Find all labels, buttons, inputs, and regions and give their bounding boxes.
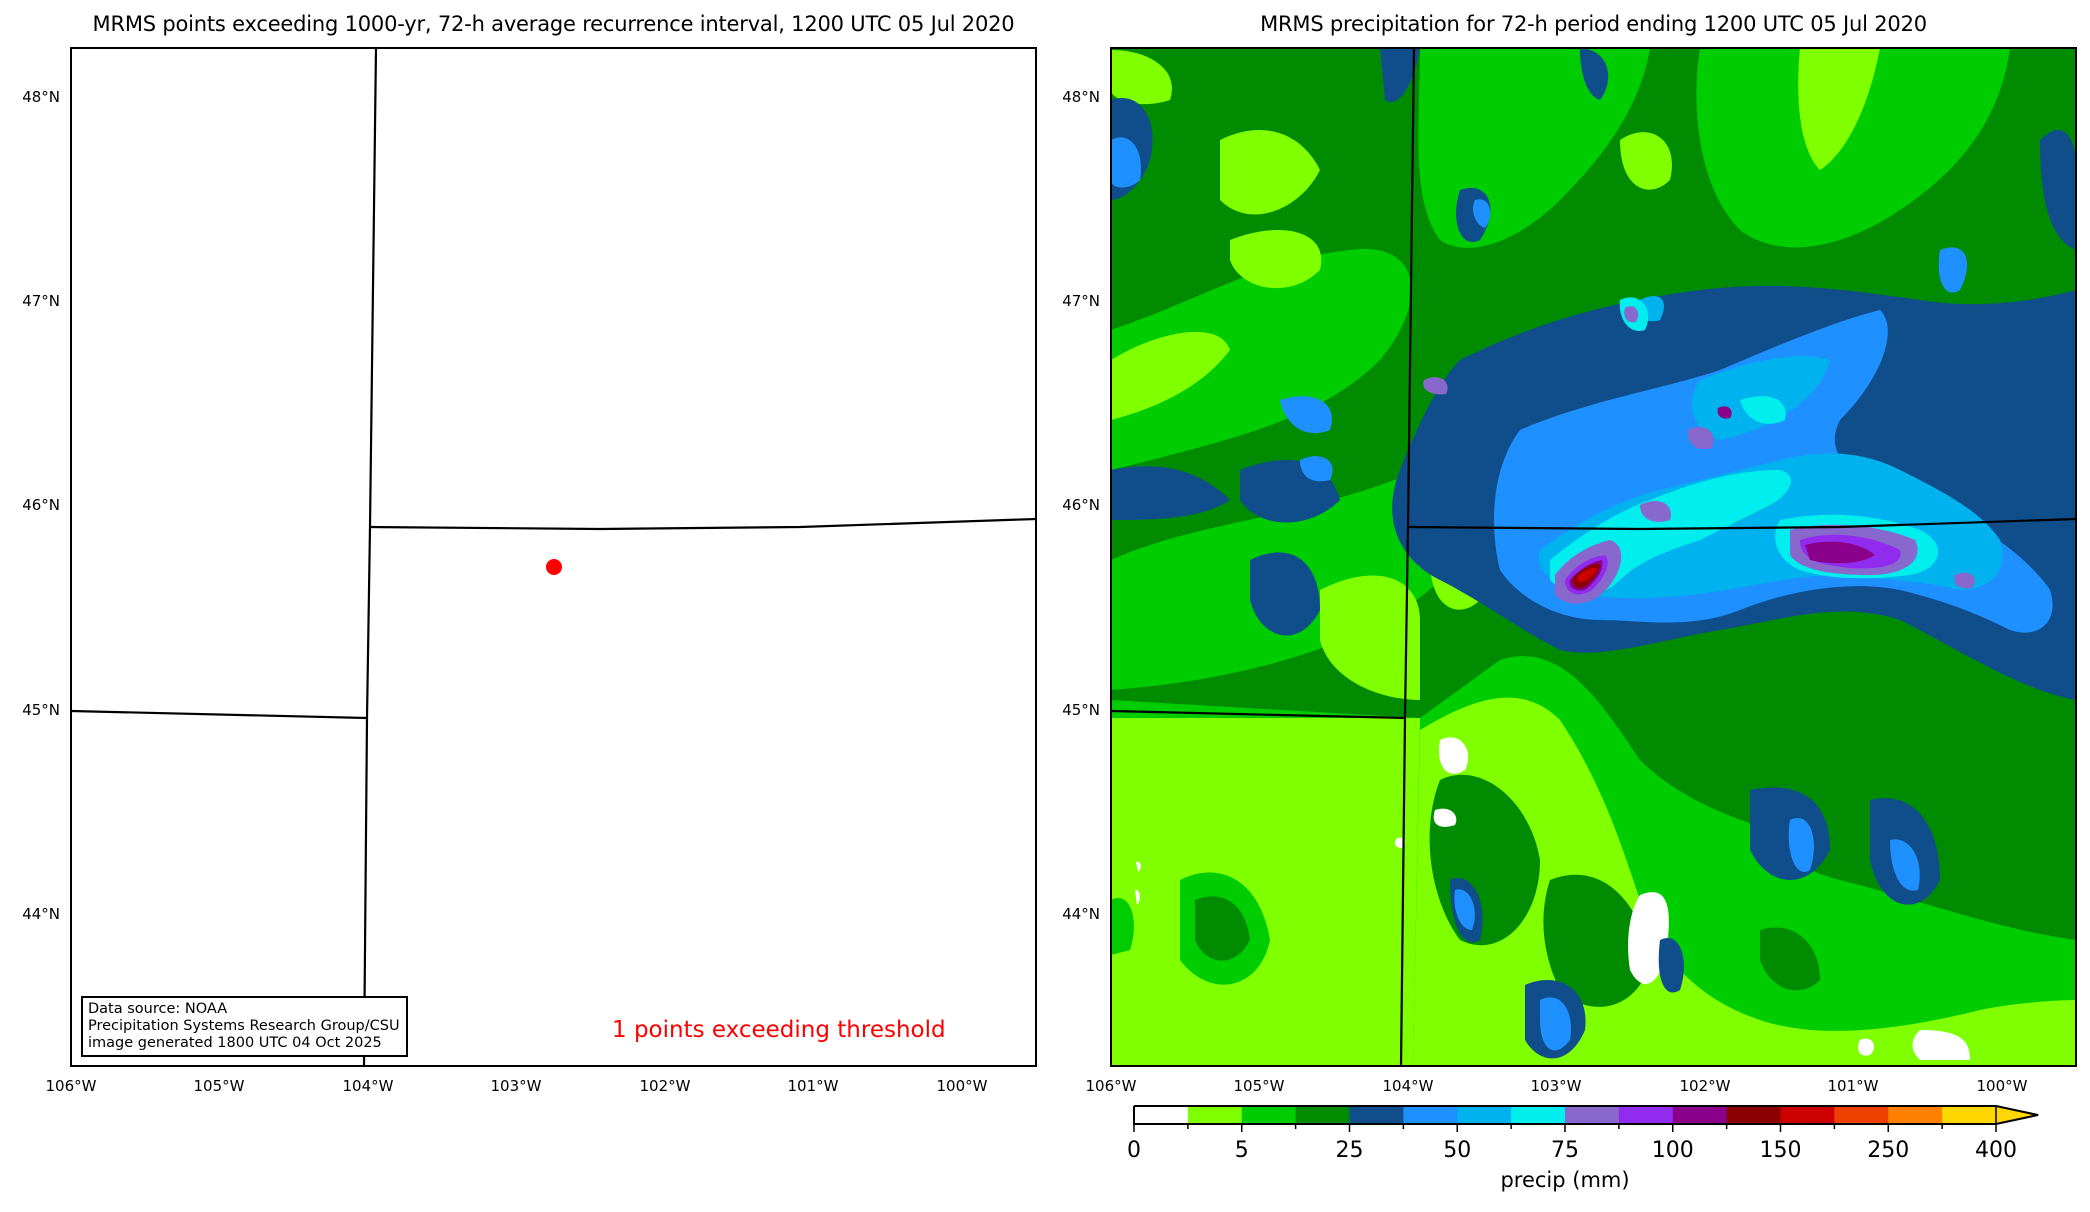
colorbar-tick-label: 400 [1975,1138,2017,1163]
right-lon-ticks: 106°W 105°W 104°W 103°W 102°W 101°W 100°… [1086,1077,2028,1095]
lon-tick: 104°W [343,1077,394,1095]
right-chart-title: MRMS precipitation for 72-h period endin… [1260,12,1927,36]
colorbar-tick-label: 5 [1234,1138,1249,1163]
colorbar-swatch [1888,1106,1943,1124]
lat-tick: 48°N [22,88,60,106]
right-state-borders [1110,47,2077,1067]
colorbar-swatch [1511,1106,1566,1124]
exceedance-point[interactable] [546,559,562,575]
credit-line-generated: image generated 1800 UTC 04 Oct 2025 [88,1035,382,1051]
colorbar-swatch [1672,1106,1728,1124]
exceedance-count-label: 1 points exceeding threshold [612,1017,946,1043]
lon-tick: 100°W [1977,1077,2028,1095]
lon-tick: 100°W [937,1077,988,1095]
credit-line-source: Data source: NOAA [88,1001,228,1017]
lat-tick: 46°N [22,496,60,514]
colorbar-swatch [1457,1106,1512,1124]
left-lon-ticks: 106°W 105°W 104°W 103°W 102°W 101°W 100°… [46,1077,988,1095]
colorbar-swatch [1942,1106,1997,1124]
colorbar-tick-label: 250 [1867,1138,1910,1163]
lon-tick: 106°W [1086,1077,1137,1095]
lon-tick: 104°W [1383,1077,1434,1095]
lat-tick: 47°N [22,292,60,310]
credit-line-group: Precipitation Systems Research Group/CSU [88,1018,400,1034]
colorbar-tick-label: 50 [1443,1138,1472,1163]
colorbar-swatch [1187,1106,1243,1124]
right-lat-ticks: 48°N 47°N 46°N 45°N 44°N [1062,88,1100,923]
lon-tick: 102°W [1680,1077,1731,1095]
lon-tick: 102°W [640,1077,691,1095]
left-state-borders [70,47,1037,1067]
left-axes-frame [70,47,1037,1067]
lat-tick: 46°N [1062,496,1100,514]
colorbar [1133,1105,2039,1132]
lon-tick: 103°W [1531,1077,1582,1095]
lat-tick: 48°N [1062,88,1100,106]
colorbar-swatch [1403,1106,1458,1124]
lon-tick: 103°W [491,1077,542,1095]
colorbar-tick-label: 150 [1759,1138,1802,1163]
colorbar-tick-label: 75 [1551,1138,1579,1163]
lat-tick: 44°N [22,905,60,923]
left-lat-ticks: 48°N 47°N 46°N 45°N 44°N [22,88,60,923]
lon-tick: 106°W [46,1077,97,1095]
colorbar-swatch [1241,1106,1297,1124]
lon-tick: 101°W [788,1077,839,1095]
left-map-axes [70,47,1037,1067]
colorbar-swatch [1618,1106,1674,1124]
lon-tick: 105°W [194,1077,245,1095]
lat-tick: 45°N [1062,701,1100,719]
lat-tick: 47°N [1062,292,1100,310]
colorbar-tick-label: 25 [1335,1138,1364,1163]
lat-tick: 44°N [1062,905,1100,923]
colorbar-tick-label: 0 [1127,1138,1141,1163]
lon-tick: 105°W [1234,1077,1285,1095]
colorbar-swatch [1295,1106,1350,1124]
left-chart-title: MRMS points exceeding 1000-yr, 72-h aver… [92,12,1015,36]
colorbar-swatch [1134,1106,1189,1124]
lat-tick: 45°N [22,701,60,719]
right-axes-frame [1110,47,2077,1067]
lon-tick: 101°W [1828,1077,1879,1095]
colorbar-title: precip (mm) [1500,1168,1630,1192]
precip-field [1111,48,2076,1066]
colorbar-swatch [1565,1106,1620,1124]
colorbar-swatch [1726,1106,1781,1124]
data-source-box: Data source: NOAA Precipitation Systems … [81,996,408,1057]
colorbar-tick-label: 100 [1651,1138,1694,1163]
colorbar-swatch [1834,1106,1889,1124]
colorbar-swatch [1349,1106,1404,1124]
colorbar-swatch [1780,1106,1835,1124]
